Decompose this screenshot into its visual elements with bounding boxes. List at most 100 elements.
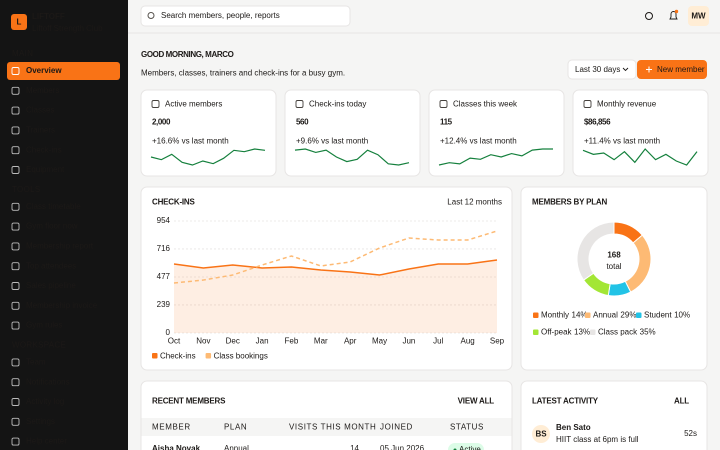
- x-tick-label: Oct: [168, 337, 181, 346]
- nav-icon: [11, 86, 20, 95]
- x-tick-label: Feb: [285, 337, 299, 346]
- legend-label: Annual: [593, 311, 618, 320]
- y-tick-label: 954: [157, 216, 171, 225]
- legend-value: 13%: [574, 328, 590, 337]
- nav-icon: [11, 301, 20, 310]
- avatar-bg[interactable]: [688, 6, 709, 26]
- table-header-bg: [141, 418, 512, 436]
- legend-label: Monthly: [541, 311, 569, 320]
- search-icon: [147, 12, 155, 19]
- table-cell: 05 Jun 2026: [380, 444, 425, 450]
- legend-label: Off-peak: [541, 328, 573, 337]
- stat-label: Check-ins today: [309, 100, 366, 109]
- range-label: Last 30 days: [575, 65, 620, 74]
- stat-value: 2,000: [152, 118, 171, 127]
- nav-icon: [11, 106, 20, 115]
- column-header: VISITS THIS MONTH: [289, 423, 376, 432]
- nav-icon: [11, 321, 20, 330]
- activity-avatar: [532, 425, 550, 443]
- nav-item[interactable]: Equipment: [26, 165, 65, 174]
- new-member-button[interactable]: [637, 60, 707, 79]
- nav-icon: [11, 398, 20, 406]
- activity-link[interactable]: ALL: [674, 397, 689, 406]
- range-select[interactable]: [567, 59, 637, 80]
- nav-item[interactable]: Notifications: [26, 377, 70, 386]
- nav-item[interactable]: Class timetable: [26, 202, 81, 211]
- y-tick-label: 477: [157, 272, 171, 281]
- legend-swatch: [636, 312, 642, 318]
- column-header: MEMBER: [152, 423, 191, 432]
- stat-icon: [295, 100, 304, 108]
- legend-label: Class bookings: [214, 352, 268, 361]
- series-area: [174, 259, 497, 333]
- legend-label: Class pack: [598, 328, 638, 337]
- nav-item[interactable]: Top attendees: [26, 261, 76, 270]
- nav-icon: [11, 262, 20, 271]
- nav-active-bg: [7, 62, 120, 80]
- nav-item[interactable]: Settings: [26, 417, 55, 426]
- stat-card: [140, 89, 277, 177]
- subtitle: Members, classes, trainers and check-ins…: [141, 69, 345, 78]
- logo-letter: L: [17, 18, 22, 27]
- nav-item[interactable]: Help center: [26, 437, 67, 446]
- notification-dot: [674, 9, 679, 14]
- nav-item[interactable]: Gym rules: [26, 321, 62, 330]
- brand: LIFTOFF: [32, 12, 65, 21]
- nav-icon: [11, 358, 20, 367]
- activity-time: 52s: [684, 429, 697, 438]
- column-header: STATUS: [450, 423, 484, 432]
- nav-item[interactable]: Overview: [26, 66, 62, 75]
- sparkline: [582, 148, 698, 166]
- nav-item[interactable]: Sales pipeline: [26, 281, 76, 290]
- stat-change: +9.6% vs last month: [296, 137, 368, 146]
- chart-title: MEMBERS BY PLAN: [532, 198, 608, 207]
- nav-icon: [11, 202, 20, 211]
- stat-label: Active members: [165, 100, 222, 109]
- legend-swatch: [590, 329, 596, 335]
- notifications-bell[interactable]: [669, 11, 678, 20]
- nav-item[interactable]: Classes: [26, 106, 54, 115]
- legend-value: 14%: [572, 311, 588, 320]
- stat-icon: [151, 100, 160, 108]
- bottom-area: RECENT MEMBERS VIEW ALL MEMBER PLAN VISITS T…: [140, 380, 708, 450]
- stat-value: 115: [440, 118, 453, 127]
- stat-card: [428, 89, 565, 177]
- chevron: [622, 67, 629, 72]
- stat-icon: [439, 100, 448, 108]
- nav-icon: [11, 222, 20, 231]
- nav-icon: [11, 378, 20, 387]
- activity-name: Ben Sato: [556, 423, 591, 432]
- nav-item[interactable]: Activity log: [26, 397, 64, 406]
- status-label: Active: [459, 445, 481, 450]
- legend-swatch: [585, 312, 591, 318]
- club-name: Liftoff Strength Club: [32, 24, 103, 33]
- y-tick-label: 716: [157, 244, 171, 253]
- nav-item[interactable]: Check-ins: [26, 145, 62, 154]
- x-tick-label: Jan: [256, 337, 269, 346]
- nav-item[interactable]: Membership report: [26, 242, 94, 251]
- column-header: JOINED: [380, 423, 413, 432]
- new-member-label: New member: [657, 65, 705, 74]
- search-box[interactable]: [140, 5, 351, 27]
- nav-item[interactable]: Trainers: [26, 126, 55, 135]
- theme-toggle[interactable]: [645, 12, 653, 20]
- donut-total: 168: [607, 251, 621, 260]
- table-cell: 14: [350, 444, 359, 450]
- nav-icon: [11, 126, 20, 135]
- nav-item[interactable]: Team: [26, 358, 46, 367]
- nav-item[interactable]: Members: [26, 86, 59, 95]
- legend-swatch: [152, 353, 158, 359]
- nav-item[interactable]: Membership invoice: [26, 301, 98, 310]
- x-tick-label: Mar: [314, 337, 328, 346]
- nav-item[interactable]: Gym floor now: [26, 222, 78, 231]
- table-cell: Aisha Novak: [152, 444, 201, 450]
- stat-label: Classes this week: [453, 100, 518, 109]
- nav-section-title: MAIN: [12, 49, 33, 58]
- nav-icon: [11, 146, 20, 155]
- x-tick-label: Jul: [433, 337, 443, 346]
- view-all-link[interactable]: VIEW ALL: [458, 397, 495, 406]
- legend-label: Check-ins: [160, 352, 196, 361]
- legend-swatch: [205, 353, 212, 359]
